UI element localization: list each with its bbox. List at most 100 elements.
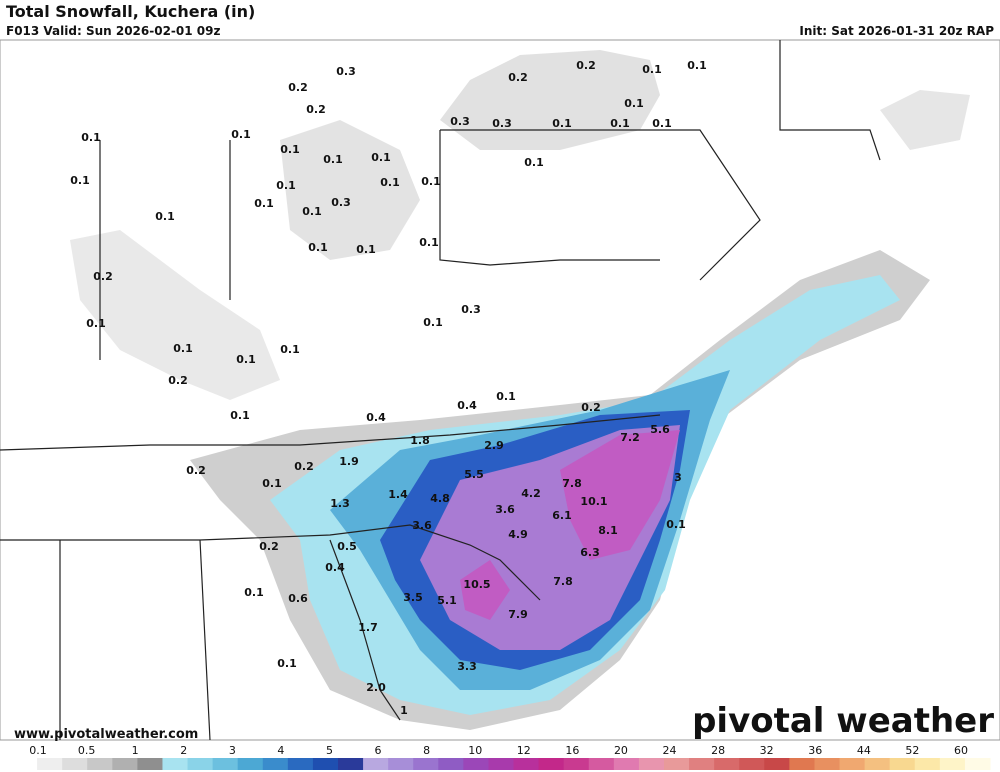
colorbar-swatch bbox=[12, 758, 38, 770]
colorbar-swatch bbox=[413, 758, 439, 770]
snowfall-label: 4.9 bbox=[508, 528, 528, 541]
snowfall-label: 10.1 bbox=[580, 495, 607, 508]
snowfall-label: 1.3 bbox=[330, 497, 350, 510]
colorbar-swatch bbox=[914, 758, 941, 770]
snowfall-label: 5.5 bbox=[464, 468, 484, 481]
snowfall-label: 0.1 bbox=[81, 131, 101, 144]
snowfall-label: 7.8 bbox=[553, 575, 573, 588]
snowfall-label: 0.1 bbox=[86, 317, 106, 330]
snowfall-label: 0.1 bbox=[624, 97, 644, 110]
colorbar-swatch bbox=[463, 758, 489, 770]
snow-area bbox=[460, 560, 510, 620]
colorbar-swatch bbox=[939, 758, 966, 770]
state-borders bbox=[0, 40, 881, 741]
snowfall-label: 6.1 bbox=[552, 509, 572, 522]
snowfall-label: 0.4 bbox=[366, 411, 386, 424]
snowfall-label: 0.1 bbox=[380, 176, 400, 189]
colorbar-swatch bbox=[613, 758, 640, 770]
snowfall-label: 8.1 bbox=[598, 524, 618, 537]
snowfall-label: 7.9 bbox=[508, 608, 528, 621]
border bbox=[99, 130, 660, 360]
snowfall-label: 2.9 bbox=[484, 439, 504, 452]
snow-area bbox=[560, 430, 680, 560]
colorbar-tick-label: 4 bbox=[277, 744, 284, 757]
colorbar-tick-label: 10 bbox=[468, 744, 482, 757]
colorbar: 0.1 0.5 1 2 3 4 5 6 8 10 12 16 20 24 28 32 36 44 52 60 bbox=[12, 744, 991, 770]
colorbar-swatch bbox=[137, 758, 163, 770]
brand-logo: pivotal weather bbox=[692, 701, 994, 741]
snowfall-label: 3 bbox=[674, 471, 682, 484]
snowfall-label: 0.2 bbox=[93, 270, 113, 283]
snowfall-label: 3.3 bbox=[457, 660, 477, 673]
colorbar-tick-label: 28 bbox=[711, 744, 725, 757]
snowfall-label: 0.1 bbox=[173, 342, 193, 355]
snowfall-label: 0.2 bbox=[581, 401, 601, 414]
snowfall-label: 7.2 bbox=[620, 431, 640, 444]
map-area bbox=[0, 39, 1000, 741]
colorbar-swatch bbox=[588, 758, 615, 770]
snowfall-label: 0.1 bbox=[231, 128, 251, 141]
snowfall-label: 3.5 bbox=[403, 591, 423, 604]
colorbar-swatch bbox=[814, 758, 841, 770]
snowfall-label: 0.1 bbox=[276, 179, 296, 192]
snowfall-label: 0.2 bbox=[508, 71, 528, 84]
colorbar-swatch bbox=[739, 758, 765, 770]
snowfall-label: 0.3 bbox=[492, 117, 512, 130]
colorbar-tick-label: 0.1 bbox=[29, 744, 47, 757]
snowfall-label: 7.8 bbox=[562, 477, 582, 490]
snowfall-label: 0.1 bbox=[552, 117, 572, 130]
snowfall-label: 0.1 bbox=[423, 316, 443, 329]
colorbar-swatch bbox=[62, 758, 88, 770]
title: Total Snowfall, Kuchera (in) bbox=[6, 2, 255, 21]
colorbar-swatch bbox=[789, 758, 815, 770]
snowfall-label: 3.6 bbox=[412, 519, 432, 532]
colorbar-swatch bbox=[162, 758, 189, 770]
snowfall-label: 0.2 bbox=[259, 540, 279, 553]
colorbar-swatch bbox=[112, 758, 138, 770]
snowfall-label: 0.1 bbox=[371, 151, 391, 164]
snowfall-label: 1.9 bbox=[339, 455, 359, 468]
snowfall-label: 0.2 bbox=[576, 59, 596, 72]
border bbox=[440, 129, 761, 281]
snowfall-label: 0.1 bbox=[70, 174, 90, 187]
colorbar-tick-label: 52 bbox=[905, 744, 919, 757]
snowfall-label: 0.1 bbox=[419, 236, 439, 249]
snowfall-label: 0.6 bbox=[288, 592, 308, 605]
snowfall-label: 0.1 bbox=[236, 353, 256, 366]
snowfall-label: 1.4 bbox=[388, 488, 408, 501]
snowfall-label: 0.1 bbox=[302, 205, 322, 218]
snowfall-label: 0.1 bbox=[155, 210, 175, 223]
border bbox=[779, 40, 881, 161]
snowfall-label: 0.1 bbox=[280, 143, 300, 156]
website: www.pivotalweather.com bbox=[14, 727, 198, 742]
snow-area bbox=[70, 230, 280, 400]
snowfall-label: 0.1 bbox=[421, 175, 441, 188]
snowfall-label: 0.2 bbox=[168, 374, 188, 387]
snowfall-label: 0.3 bbox=[461, 303, 481, 316]
init-time: Init: Sat 2026-01-31 20z RAP bbox=[799, 24, 994, 38]
snowfall-label: 0.1 bbox=[496, 390, 516, 403]
colorbar-tick-label: 1 bbox=[132, 744, 139, 757]
colorbar-swatch bbox=[839, 758, 866, 770]
snowfall-label: 0.1 bbox=[666, 518, 686, 531]
snowfall-label: 0.3 bbox=[336, 65, 356, 78]
snowfall-label: 0.1 bbox=[277, 657, 297, 670]
snowfall-label: 0.1 bbox=[308, 241, 328, 254]
snowfall-label: 0.3 bbox=[450, 115, 470, 128]
colorbar-swatch bbox=[262, 758, 289, 770]
colorbar-tick-label: 20 bbox=[614, 744, 628, 757]
colorbar-swatch bbox=[237, 758, 264, 770]
border bbox=[329, 539, 401, 721]
colorbar-tick-label: 36 bbox=[808, 744, 822, 757]
colorbar-swatch bbox=[37, 758, 63, 770]
snowfall-label: 0.1 bbox=[230, 409, 250, 422]
colorbar-swatch bbox=[964, 758, 991, 770]
colorbar-swatch bbox=[714, 758, 740, 770]
snowfall-label: 0.1 bbox=[687, 59, 707, 72]
colorbar-tick-label: 16 bbox=[565, 744, 579, 757]
snowfall-label: 0.4 bbox=[325, 561, 345, 574]
colorbar-swatch bbox=[764, 758, 790, 770]
colorbar-tick-label: 32 bbox=[760, 744, 774, 757]
snowfall-label: 3.6 bbox=[495, 503, 515, 516]
